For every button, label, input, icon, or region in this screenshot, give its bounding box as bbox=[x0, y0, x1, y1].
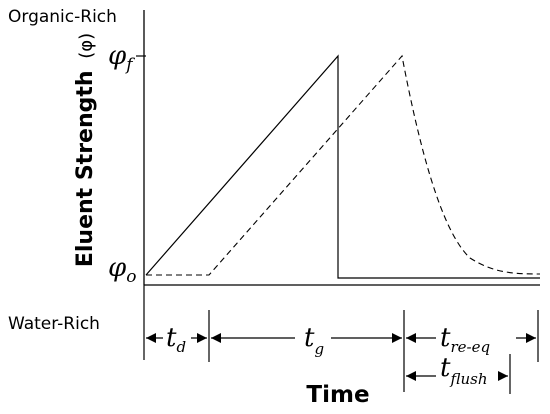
td-label: td bbox=[166, 323, 186, 356]
solid-gradient-curve bbox=[145, 54, 540, 279]
svg-text:Eluent Strength (φ): Eluent Strength (φ) bbox=[73, 33, 98, 267]
x-axis-title: Time bbox=[306, 382, 369, 408]
tflush-label: tflush bbox=[440, 353, 487, 388]
organic-rich-label: Organic-Rich bbox=[8, 7, 117, 27]
tg-label: tg bbox=[304, 323, 324, 358]
y-axis-symbol: (φ) bbox=[76, 33, 97, 59]
treeq-label: tre-eq bbox=[440, 323, 490, 356]
dashed-gradient-curve bbox=[146, 54, 541, 276]
y-axis-title: Eluent Strength (φ) bbox=[73, 33, 98, 267]
phi-f-label: φf bbox=[108, 41, 135, 75]
phi-o-label: φo bbox=[108, 253, 136, 287]
y-axis-title-text: Eluent Strength bbox=[73, 70, 98, 267]
water-rich-label: Water-Rich bbox=[8, 314, 100, 334]
